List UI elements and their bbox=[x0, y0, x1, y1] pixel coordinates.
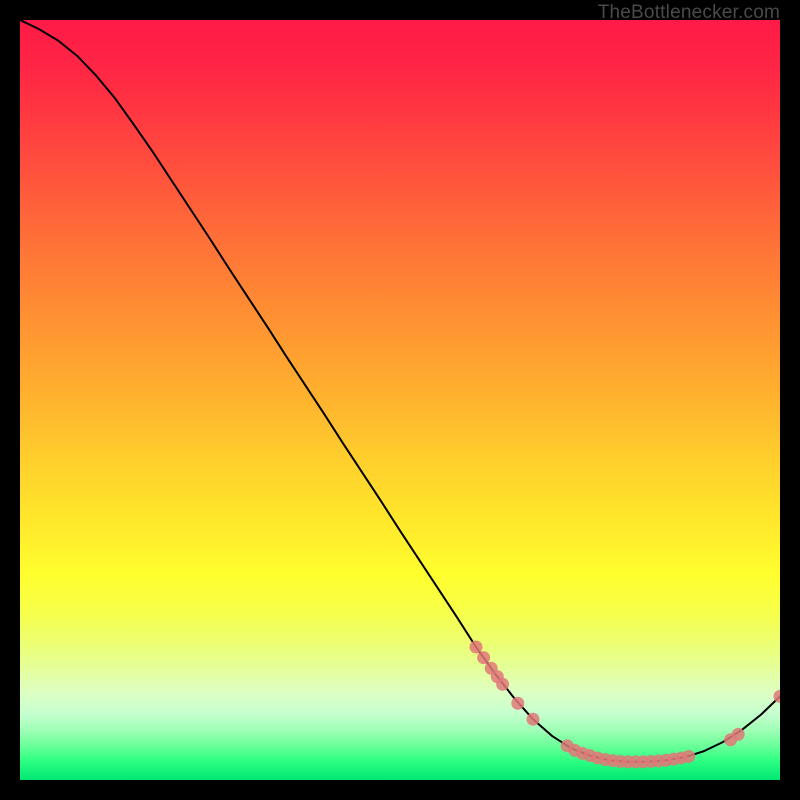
chart-overlay-svg bbox=[20, 20, 780, 780]
marker-group bbox=[470, 641, 781, 769]
chart-root: TheBottlenecker.com bbox=[0, 0, 800, 800]
plot-area bbox=[20, 20, 780, 780]
data-marker bbox=[511, 697, 524, 710]
bottleneck-curve bbox=[20, 20, 780, 762]
data-marker bbox=[470, 641, 483, 654]
data-marker bbox=[496, 678, 509, 691]
data-marker bbox=[732, 728, 745, 741]
data-marker bbox=[477, 651, 490, 664]
data-marker bbox=[527, 713, 540, 726]
data-marker bbox=[682, 750, 695, 763]
watermark-text: TheBottlenecker.com bbox=[598, 2, 780, 24]
